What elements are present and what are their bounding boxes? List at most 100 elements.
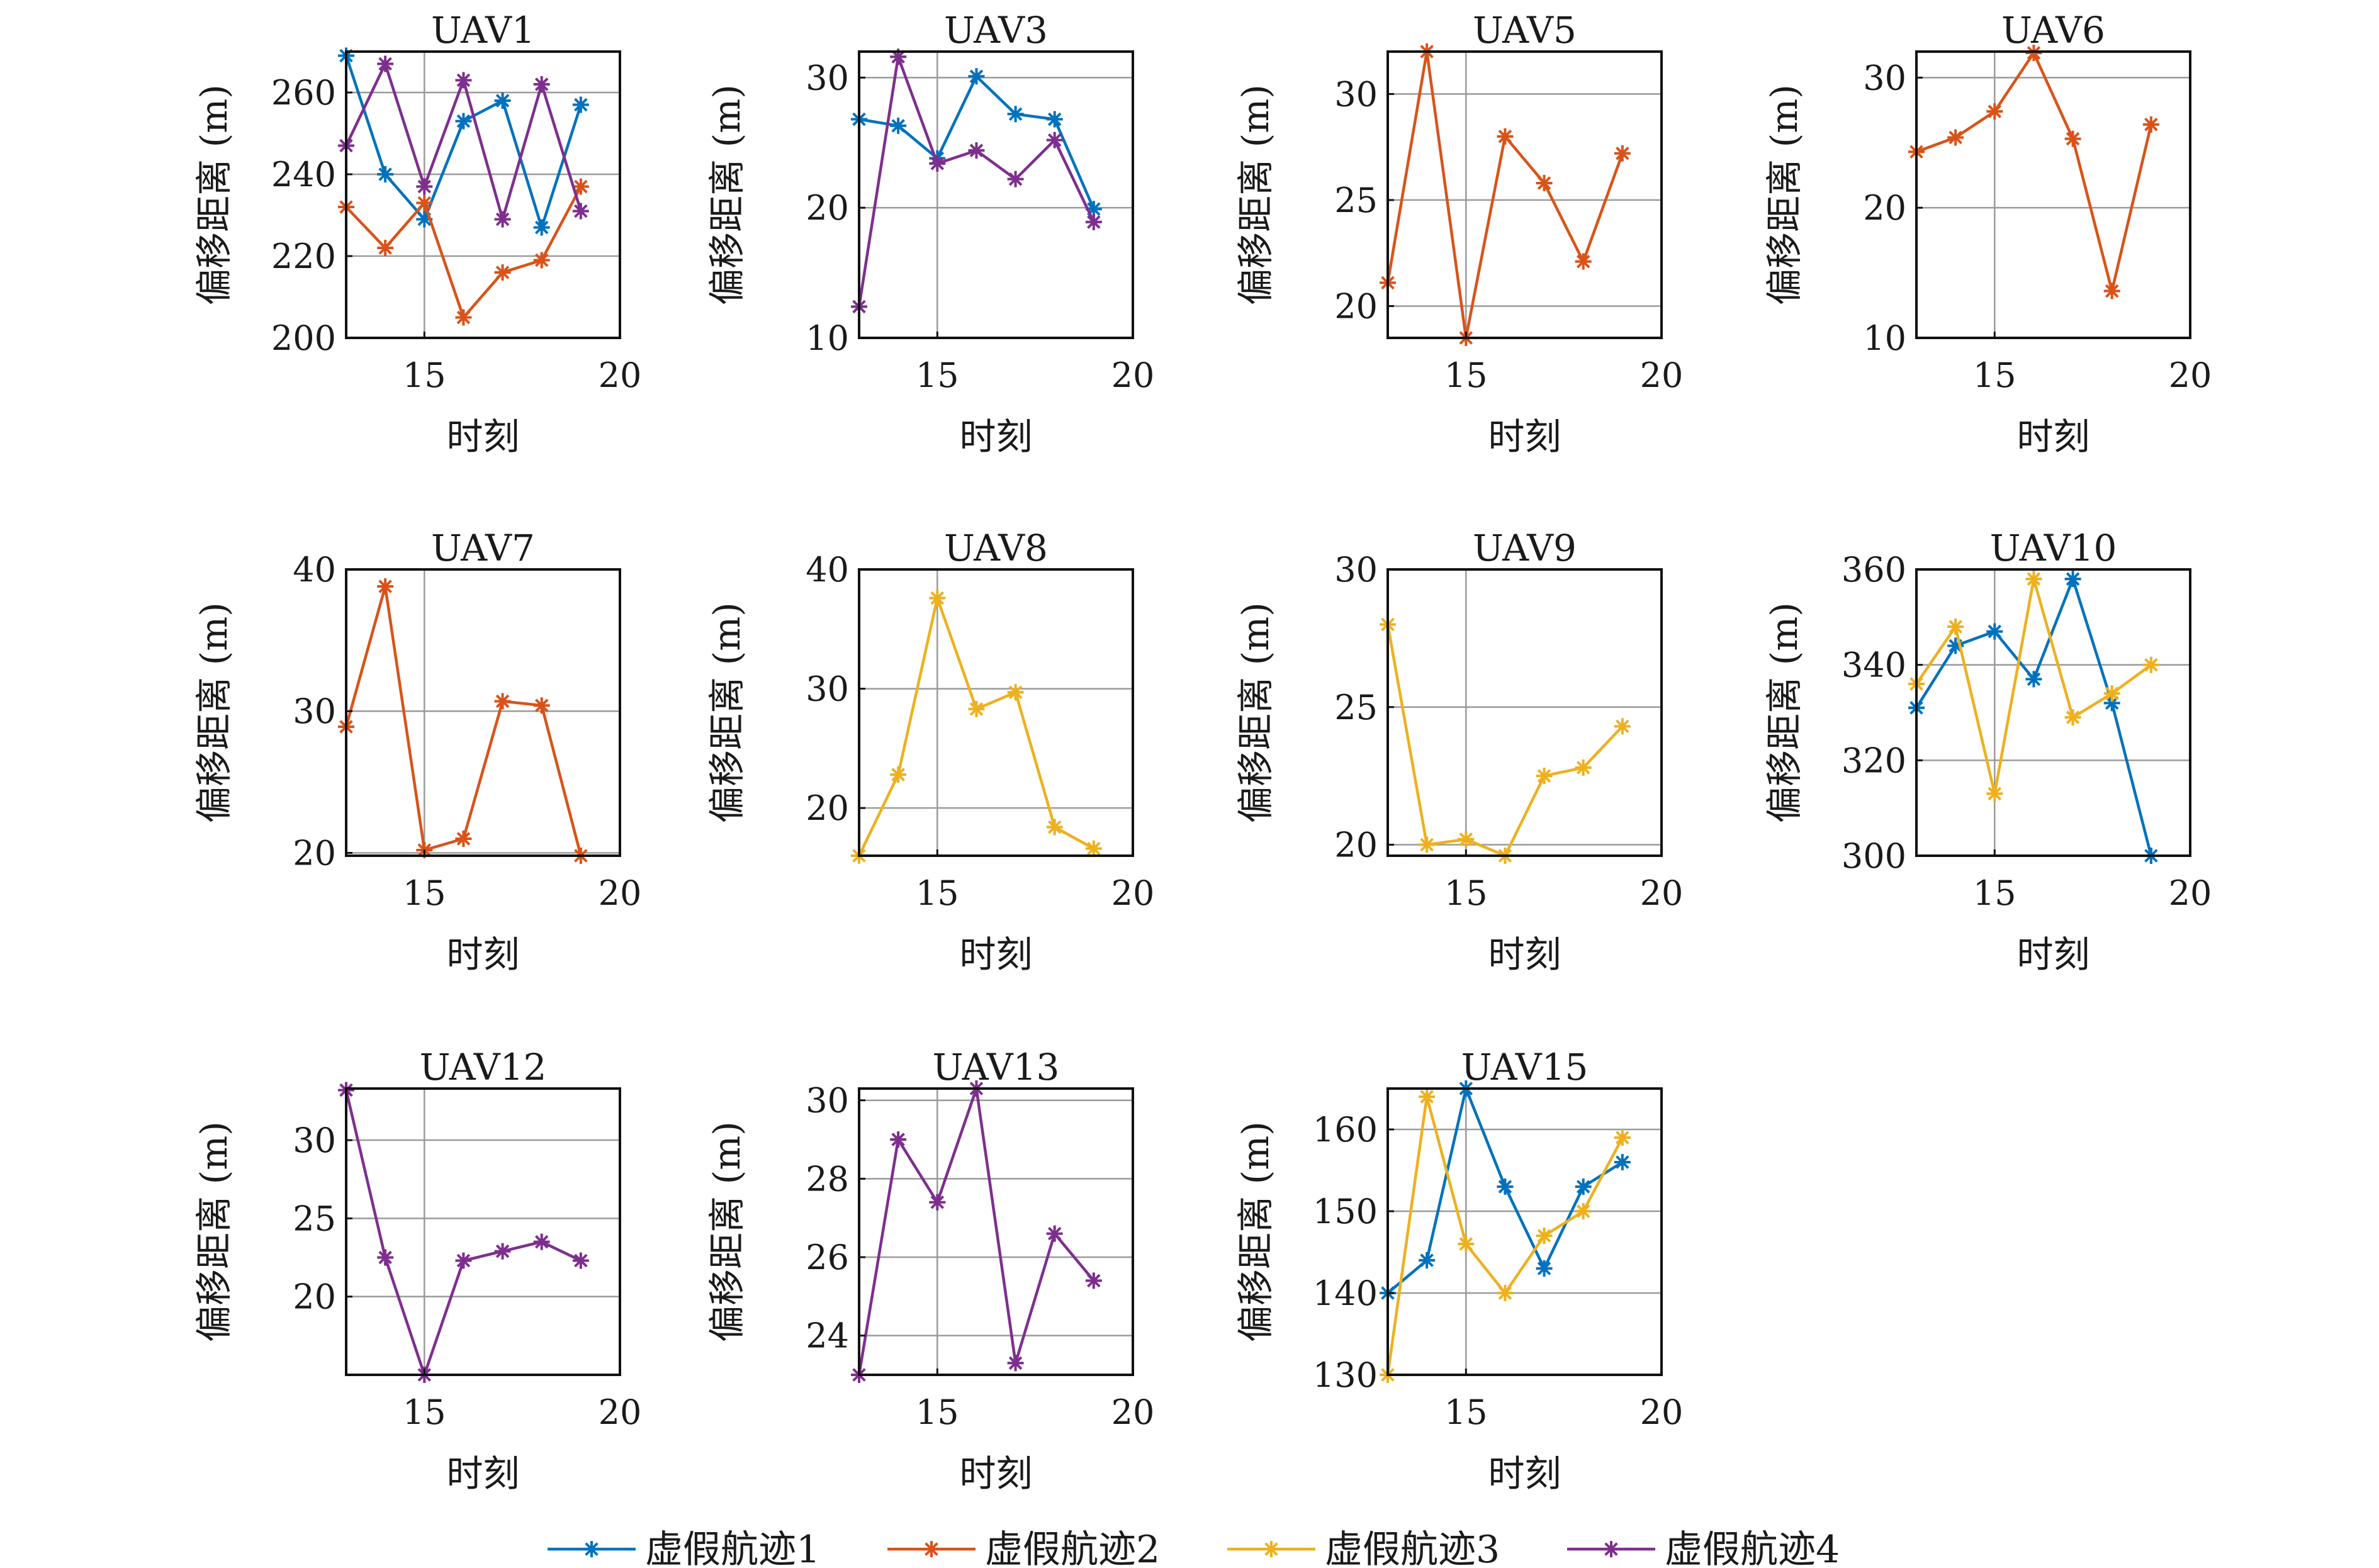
legend-entry-1: 虚假航迹1 — [548, 1528, 820, 1568]
chart-uav1-ytick-label-2: 240 — [271, 155, 336, 194]
chart-uav9: 15 20 20 25 30 UAV9 时刻 偏移距离 (m) — [1234, 527, 1683, 976]
chart-uav12-series-4-point-2 — [377, 1249, 394, 1266]
chart-uav15-series-1-point-7 — [1614, 1154, 1631, 1170]
chart-uav1-series-2-point-5 — [494, 264, 511, 281]
chart-uav15-ytick-label-1: 140 — [1313, 1274, 1378, 1313]
chart-uav12-series-4-point-4 — [455, 1252, 472, 1269]
chart-uav3-series-4-point-5 — [1007, 171, 1024, 188]
chart-uav10-ytick-label-1: 320 — [1842, 741, 1906, 780]
chart-uav13-title: UAV13 — [933, 1046, 1060, 1089]
chart-uav10-ytick-label-3: 360 — [1842, 550, 1906, 590]
chart-uav6-xlabel: 时刻 — [2016, 415, 2089, 458]
chart-uav12-ytick-label-0: 20 — [293, 1277, 336, 1317]
chart-uav7-series-2-point-6 — [533, 697, 550, 714]
chart-uav10-xtick-label-0: 15 — [1973, 873, 2016, 913]
chart-uav1-series-4-point-6 — [533, 76, 550, 92]
chart-uav9-ytick-label-2: 30 — [1334, 550, 1378, 590]
chart-uav6-ytick-label-1: 20 — [1863, 188, 1906, 228]
chart-uav15-series-3-point-3 — [1458, 1236, 1475, 1252]
chart-uav6-ylabel: 偏移距离 (m) — [1763, 84, 1806, 305]
chart-uav12-plot-area — [346, 1089, 620, 1375]
chart-uav7-ytick-label-1: 30 — [293, 692, 336, 731]
chart-uav5-series-2-point-7 — [1614, 145, 1631, 162]
chart-uav3-series-1-point-2 — [890, 117, 907, 134]
chart-uav8-xtick-label-1: 20 — [1111, 873, 1155, 913]
chart-uav10-series-3-point-5 — [2064, 709, 2081, 726]
chart-uav9-title: UAV9 — [1473, 527, 1577, 569]
chart-uav15-ytick-label-2: 150 — [1313, 1192, 1378, 1231]
chart-uav8-series-3-point-3 — [929, 590, 946, 607]
chart-uav1-ytick-label-3: 260 — [271, 73, 336, 113]
chart-uav12-axes-frame — [345, 1087, 621, 1376]
chart-uav9-ytick-label-0: 20 — [1334, 826, 1378, 865]
chart-uav9-xtick-label-0: 15 — [1444, 873, 1488, 913]
chart-uav10-series-3-point-2 — [1947, 619, 1964, 635]
chart-uav13-axes-frame — [858, 1087, 1134, 1376]
chart-uav5-xtick-label-0: 15 — [1444, 356, 1488, 395]
chart-uav6-xtick-label-0: 15 — [1973, 356, 2016, 395]
chart-uav10-series-1-point-3 — [1986, 623, 2003, 640]
chart-uav15-series-1-point-5 — [1536, 1260, 1553, 1277]
chart-uav7-ylabel: 偏移距离 (m) — [193, 602, 235, 823]
chart-uav8-series-3-point-4 — [968, 700, 985, 717]
chart-uav1-ylabel: 偏移距离 (m) — [193, 84, 235, 305]
chart-uav8-series-3-point-7 — [1085, 840, 1102, 857]
chart-uav6-plot-area — [1916, 52, 2190, 338]
chart-uav3-series-4-point-2 — [890, 48, 907, 65]
chart-uav1-ytick-label-0: 200 — [271, 318, 336, 358]
chart-uav1-series-2-point-4 — [455, 309, 472, 326]
chart-uav3-ytick-label-2: 30 — [806, 58, 849, 98]
chart-uav6-xtick-label-1: 20 — [2169, 356, 2212, 395]
chart-uav8-ylabel: 偏移距离 (m) — [706, 602, 748, 823]
legend-label-2: 虚假航迹2 — [985, 1528, 1160, 1568]
chart-uav7-xtick-label-0: 15 — [403, 873, 446, 913]
chart-uav3-series-1-point-6 — [1046, 111, 1063, 128]
chart-uav13-xtick-label-1: 20 — [1111, 1392, 1155, 1432]
chart-uav13-xlabel: 时刻 — [959, 1452, 1032, 1495]
chart-uav9-series-3-point-5 — [1536, 768, 1553, 785]
chart-uav15-series-3-point-2 — [1419, 1089, 1436, 1105]
chart-uav7-plot-area — [346, 569, 620, 856]
chart-uav9-series-3-point-3 — [1458, 831, 1475, 848]
chart-uav15-ytick-label-3: 160 — [1313, 1110, 1378, 1150]
chart-uav10-title: UAV10 — [1990, 527, 2117, 569]
chart-uav12-title: UAV12 — [420, 1046, 547, 1089]
chart-uav1-series-2-point-3 — [416, 194, 433, 211]
chart-uav7-ytick-label-2: 40 — [293, 550, 336, 590]
legend-label-3: 虚假航迹3 — [1325, 1528, 1500, 1568]
chart-uav5-ylabel: 偏移距离 (m) — [1234, 84, 1277, 305]
chart-uav3-xlabel: 时刻 — [959, 415, 1032, 458]
chart-uav13-series-4-point-2 — [890, 1131, 907, 1148]
chart-uav9-axes-frame — [1386, 568, 1663, 857]
chart-uav1-series-2-point-7 — [572, 178, 589, 195]
chart-uav13-ytick-label-3: 30 — [806, 1081, 849, 1121]
chart-uav1-series-2-point-2 — [377, 240, 394, 256]
chart-uav1-title: UAV1 — [431, 9, 535, 52]
chart-uav13-series-4-point-7 — [1085, 1272, 1102, 1289]
chart-uav9-plot-area — [1388, 569, 1662, 856]
chart-uav13-series-4-point-3 — [929, 1194, 946, 1211]
chart-uav6-axes-frame — [1915, 50, 2191, 339]
chart-uav6-title: UAV6 — [2001, 9, 2105, 52]
chart-uav5-axes-frame — [1386, 50, 1663, 339]
chart-uav5: 15 20 20 25 30 UAV5 时刻 偏移距离 (m) — [1234, 9, 1683, 458]
chart-uav1-series-1-point-2 — [377, 166, 394, 182]
chart-uav8-title: UAV8 — [944, 527, 1048, 569]
legend-marker-3 — [1263, 1541, 1279, 1557]
chart-uav10-xtick-label-1: 20 — [2169, 873, 2212, 913]
chart-uav3-xtick-label-0: 15 — [916, 356, 959, 395]
chart-uav8-ytick-label-2: 40 — [806, 550, 849, 590]
chart-uav7-series-2-point-2 — [377, 578, 394, 595]
chart-uav15-plot-area — [1388, 1089, 1662, 1375]
chart-uav12-series-4-point-7 — [572, 1252, 589, 1269]
chart-uav1-series-1-point-6 — [533, 219, 550, 236]
chart-uav9-series-3-point-2 — [1419, 836, 1436, 853]
chart-uav10: 15 20 300 320 340 360 UAV10 时刻 偏移距离 (m) — [1763, 527, 2212, 976]
chart-uav3-ytick-label-1: 20 — [806, 188, 849, 228]
chart-uav1-axes-frame — [345, 50, 621, 339]
chart-uav10-series-1-point-5 — [2064, 571, 2081, 588]
chart-uav13-ytick-label-2: 28 — [806, 1159, 849, 1199]
chart-uav5-xtick-label-1: 20 — [1640, 356, 1684, 395]
chart-uav13-xtick-label-0: 15 — [916, 1392, 959, 1432]
